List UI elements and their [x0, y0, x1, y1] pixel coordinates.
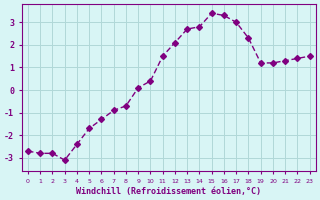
X-axis label: Windchill (Refroidissement éolien,°C): Windchill (Refroidissement éolien,°C) — [76, 187, 261, 196]
